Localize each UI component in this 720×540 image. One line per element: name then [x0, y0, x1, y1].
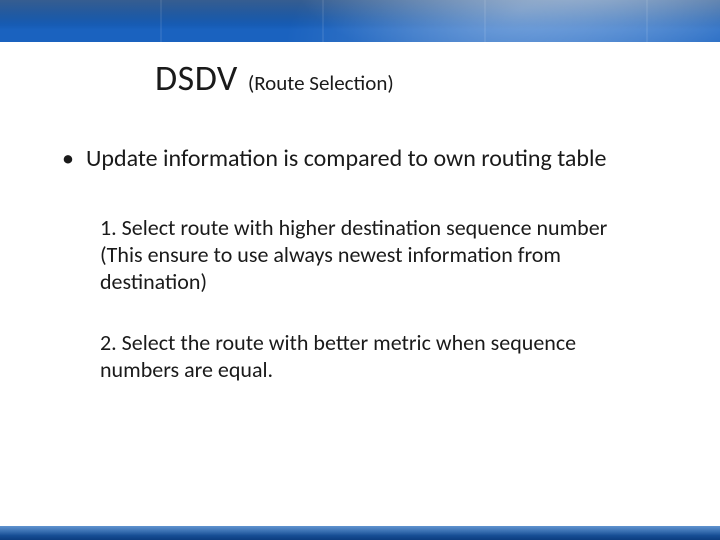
numbered-list: 1. Select route with higher destination … [100, 214, 650, 383]
list-item: 2. Select the route with better metric w… [100, 329, 650, 383]
bullet-marker: • [62, 144, 74, 174]
title-subtitle: (Route Selection) [248, 70, 394, 96]
slide-title: DSDV (Route Selection) [155, 56, 720, 100]
title-main: DSDV [155, 56, 238, 100]
slide-content: DSDV (Route Selection) • Update informat… [0, 42, 720, 526]
bullet-item: • Update information is compared to own … [62, 144, 650, 174]
bullet-text: Update information is compared to own ro… [86, 144, 607, 174]
list-item: 1. Select route with higher destination … [100, 214, 650, 295]
bullet-block: • Update information is compared to own … [62, 144, 650, 174]
top-decorative-band [0, 0, 720, 42]
bottom-decorative-band [0, 526, 720, 540]
